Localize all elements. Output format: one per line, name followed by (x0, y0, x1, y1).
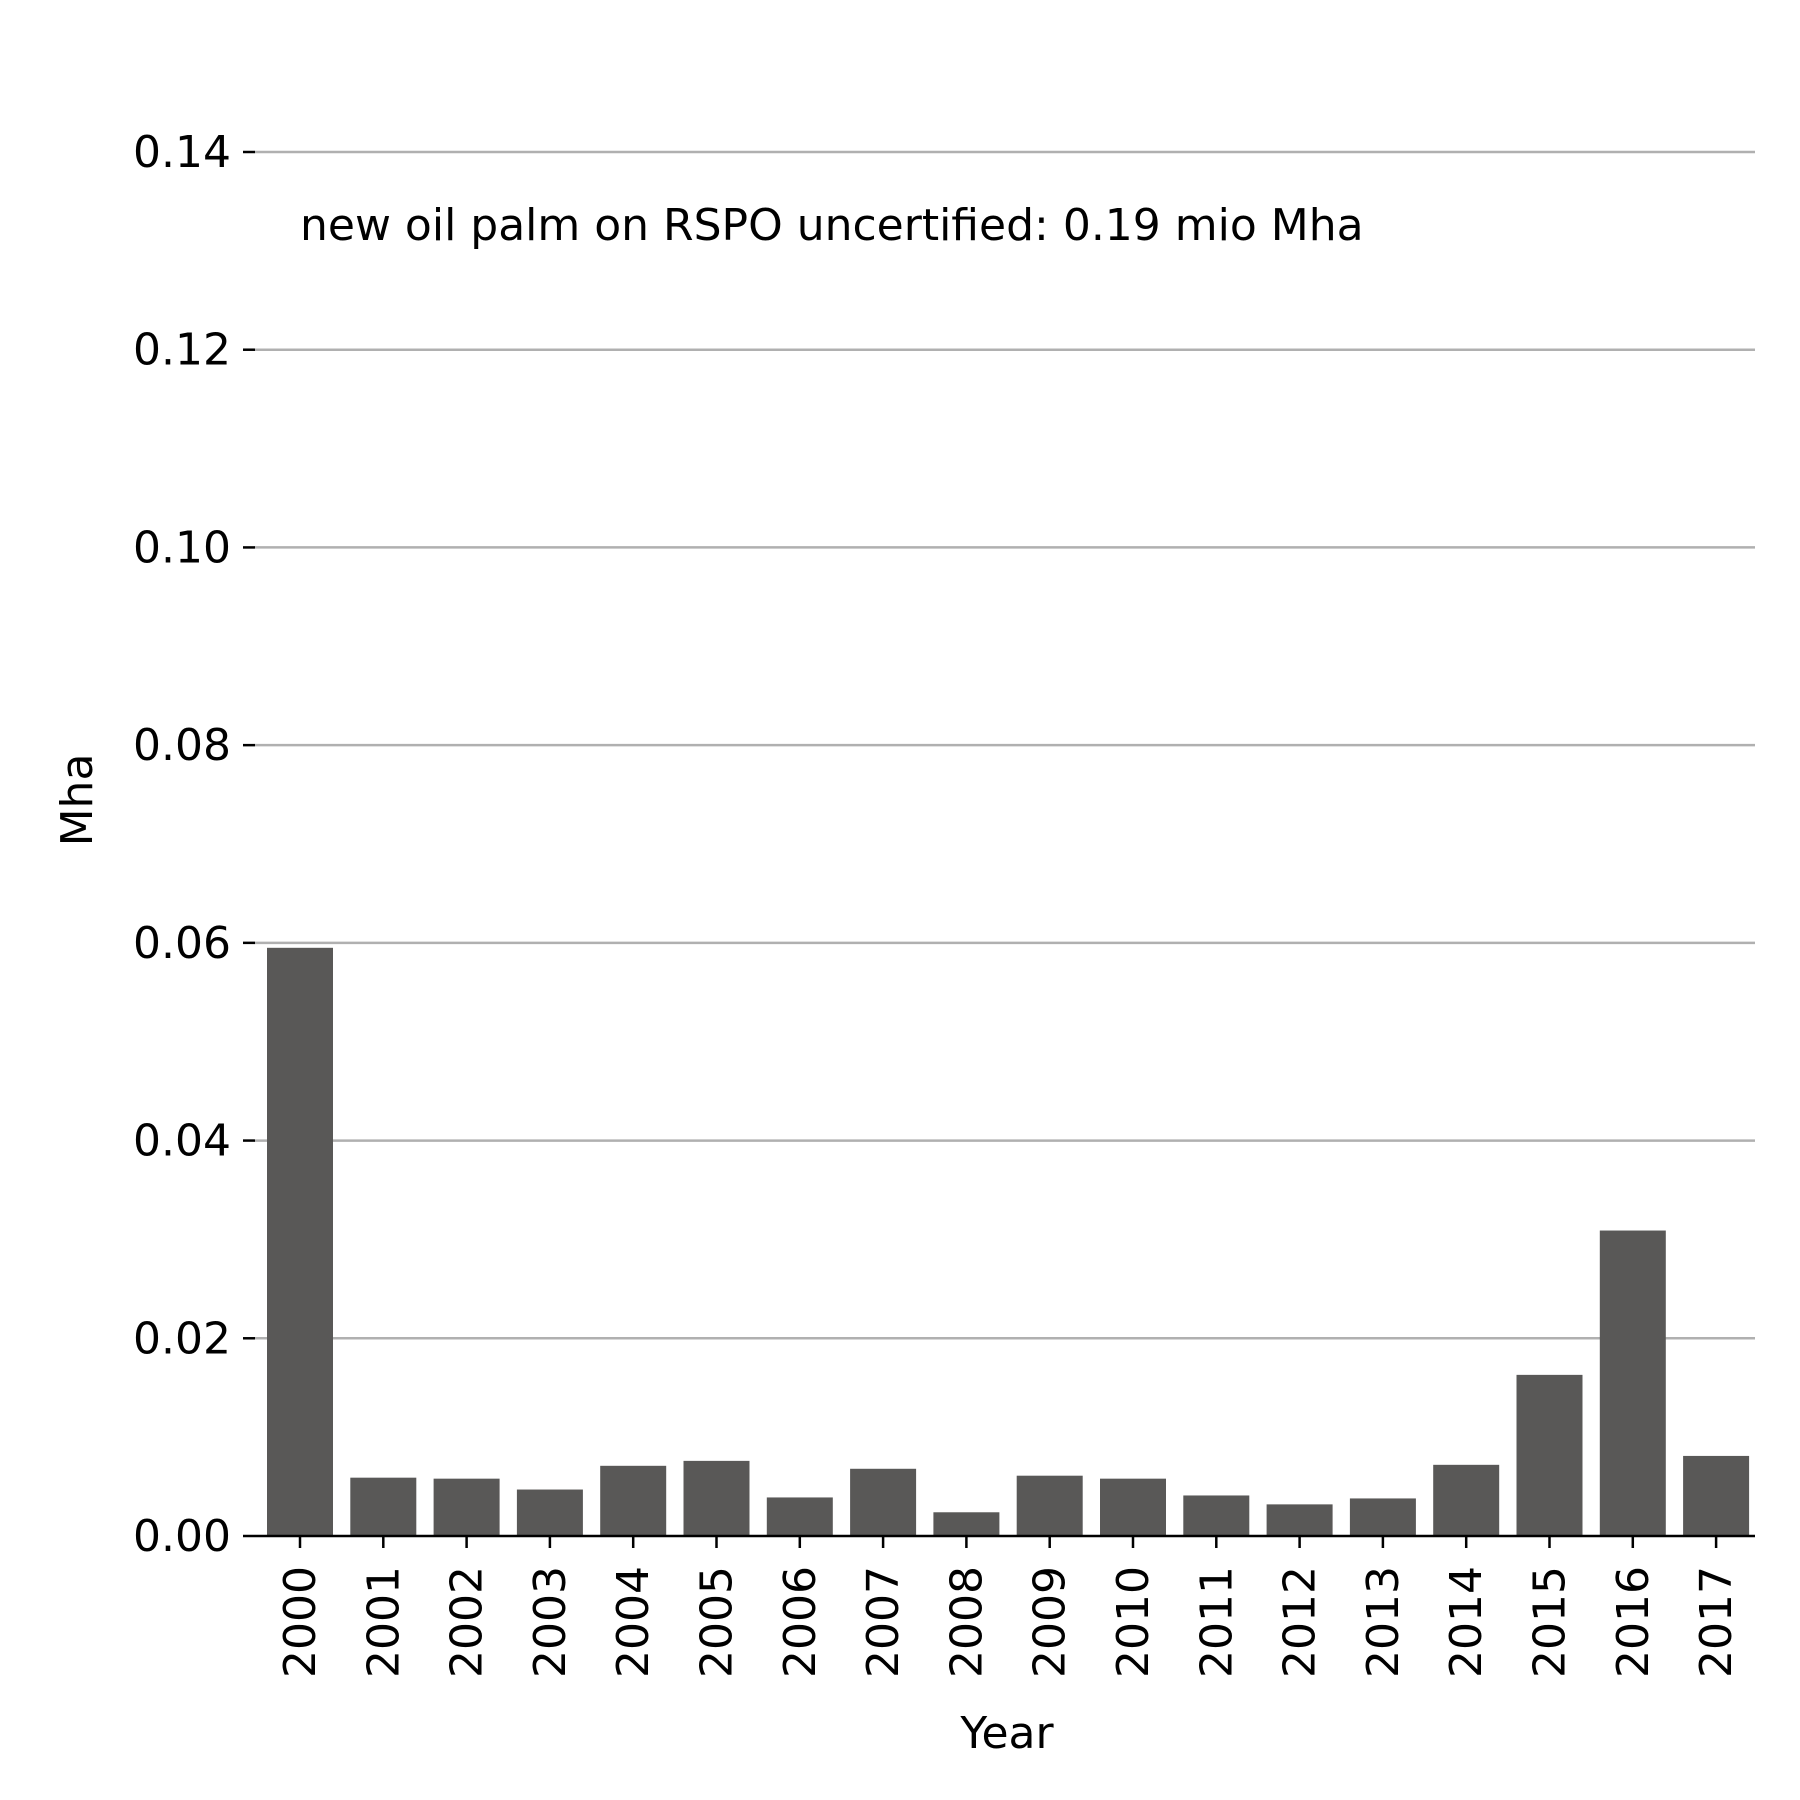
bar-2007 (850, 1468, 917, 1536)
x-tick-label: 2012 (1275, 1566, 1326, 1678)
x-tick-label: 2009 (1025, 1566, 1076, 1678)
y-tick-label: 0.00 (133, 1511, 231, 1562)
y-tick-label: 0.04 (133, 1116, 231, 1167)
x-tick-label: 2000 (275, 1566, 326, 1678)
chart-annotation: new oil palm on RSPO uncertified: 0.19 m… (300, 200, 1364, 251)
bar-2003 (516, 1489, 583, 1536)
y-tick-label: 0.02 (133, 1313, 231, 1364)
x-tick-label: 2001 (358, 1566, 409, 1678)
axes: 0.00 0.02 0.04 0.06 0.08 0.10 0.12 0.14 2000 2001… (133, 127, 1755, 1678)
y-axis-label: Mha (52, 754, 103, 847)
x-tick-label: 2017 (1691, 1566, 1742, 1678)
x-tick-label: 2002 (442, 1566, 493, 1678)
x-axis-label: Year (959, 1708, 1054, 1759)
x-tick-label: 2014 (1441, 1566, 1492, 1678)
bar-2015 (1516, 1374, 1583, 1536)
x-tick-label: 2016 (1608, 1566, 1659, 1678)
gridlines (255, 150, 1755, 1340)
bar-2006 (766, 1497, 833, 1536)
bar-2010 (1100, 1478, 1166, 1536)
bar-2011 (1183, 1495, 1250, 1536)
x-tick-label: 2003 (525, 1566, 576, 1678)
x-tick-label: 2007 (858, 1566, 909, 1678)
x-tick-label: 2005 (692, 1566, 743, 1678)
bar-2014 (1433, 1464, 1500, 1536)
x-tick-label: 2006 (775, 1566, 826, 1678)
x-tick-label: 2010 (1108, 1566, 1159, 1678)
y-tick-label: 0.08 (133, 720, 231, 771)
bar-2005 (683, 1460, 750, 1536)
bars (267, 947, 1750, 1536)
bar-2004 (600, 1465, 667, 1536)
y-tick-label: 0.14 (133, 127, 231, 178)
bar-2012 (1266, 1504, 1333, 1536)
bar-2009 (1016, 1475, 1083, 1536)
bar-2008 (933, 1512, 1000, 1536)
x-tick-label: 2013 (1358, 1566, 1409, 1678)
bar-2013 (1349, 1498, 1416, 1536)
x-tick-label: 2008 (941, 1566, 992, 1678)
bar-2002 (433, 1478, 500, 1536)
bar-2001 (350, 1477, 417, 1536)
y-tick-label: 0.10 (133, 522, 231, 573)
x-tick-label: 2011 (1191, 1566, 1242, 1678)
bar-2016 (1599, 1230, 1666, 1536)
y-tick-label: 0.06 (133, 918, 231, 969)
bar-2017 (1683, 1455, 1750, 1536)
x-tick-label: 2004 (608, 1566, 659, 1678)
bar-2000 (267, 947, 333, 1536)
x-tick-label: 2015 (1525, 1566, 1576, 1678)
y-tick-label: 0.12 (133, 325, 231, 376)
